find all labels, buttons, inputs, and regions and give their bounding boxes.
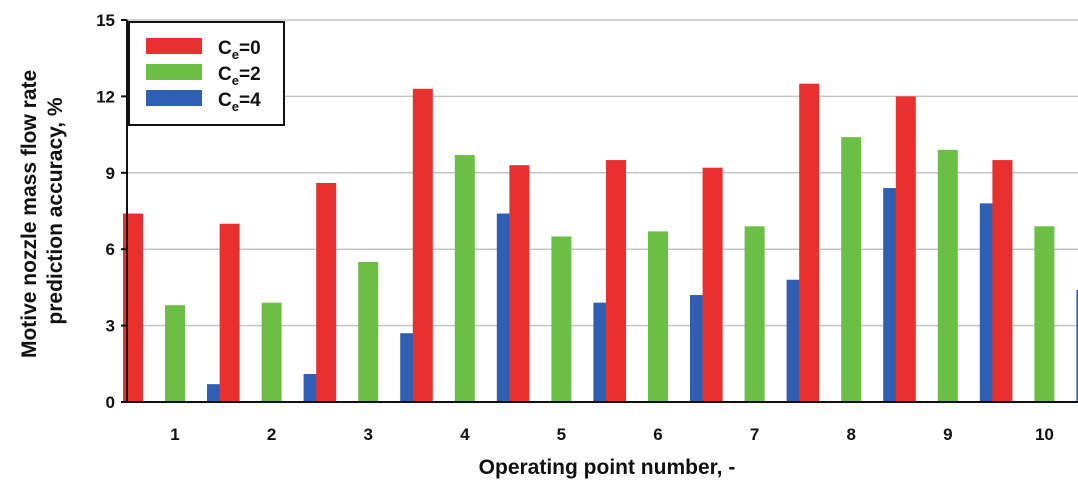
- y-tick-label: 12: [96, 87, 115, 106]
- bar-ce2-point-10: [1034, 226, 1055, 402]
- bar-ce2-point-3: [358, 261, 379, 402]
- y-tick-label: 15: [96, 11, 115, 30]
- bar-ce0-point-5: [509, 165, 530, 402]
- legend-swatch: [146, 90, 202, 106]
- bar-ce4-point-10: [1076, 289, 1078, 402]
- bar-ce2-point-1: [165, 305, 185, 402]
- x-tick-label: 9: [943, 425, 952, 444]
- x-tick-label: 3: [363, 425, 372, 444]
- x-tick-label: 10: [1035, 425, 1054, 444]
- bar-ce2-point-8: [841, 137, 862, 402]
- gridlines: [127, 19, 1078, 327]
- legend-swatch: [146, 38, 202, 54]
- x-tick-label: 6: [653, 425, 662, 444]
- x-tick-labels: 1 2 3 4 5 6 7 8 9 10: [170, 425, 1054, 444]
- bar-ce0-point-8: [799, 83, 820, 403]
- legend-swatch: [146, 64, 202, 80]
- legend: Ce=0Ce=2Ce=4: [128, 21, 285, 126]
- y-axis-title-line-2: prediction accuracy, %: [44, 97, 67, 325]
- bar-ce2-point-2: [261, 302, 282, 402]
- y-tick-label: 3: [106, 317, 115, 336]
- legend-label: Ce=2: [218, 64, 261, 88]
- bar-ce0-point-7: [702, 167, 723, 402]
- bars: [123, 83, 1078, 403]
- x-tick-label: 7: [750, 425, 759, 444]
- bar-ce2-point-5: [551, 236, 572, 402]
- bar-ce2-point-6: [648, 231, 668, 402]
- bar-ce0-point-4: [412, 88, 433, 402]
- bar-ce0-point-10: [992, 160, 1013, 402]
- bar-ce2-point-7: [744, 226, 765, 402]
- axes: [121, 19, 1078, 403]
- x-tick-label: 8: [846, 425, 855, 444]
- bar-ce2-point-9: [937, 149, 958, 402]
- x-tick-label: 5: [557, 425, 566, 444]
- legend-label: Ce=0: [218, 38, 261, 62]
- bar-ce0-point-6: [606, 160, 626, 402]
- legend-label: Ce=4: [218, 90, 261, 114]
- y-axis-title: Motive nozzle mass flow rate prediction …: [18, 64, 67, 358]
- y-tick-label: 0: [106, 393, 115, 412]
- bar-ce0-point-2: [219, 223, 240, 402]
- x-axis-title: Operating point number, -: [479, 456, 736, 479]
- bar-ce0-point-9: [895, 96, 916, 403]
- y-tick-label: 6: [106, 240, 115, 259]
- bar-ce0-point-3: [316, 182, 337, 402]
- x-tick-label: 2: [267, 425, 276, 444]
- y-tick-label: 9: [106, 164, 115, 183]
- y-axis-title-line-1: Motive nozzle mass flow rate: [18, 70, 41, 358]
- x-tick-label: 4: [460, 425, 470, 444]
- x-tick-label: 1: [170, 425, 179, 444]
- bar-ce2-point-4: [454, 154, 475, 402]
- y-tick-labels: 0 3 6 9 12 15: [96, 11, 115, 412]
